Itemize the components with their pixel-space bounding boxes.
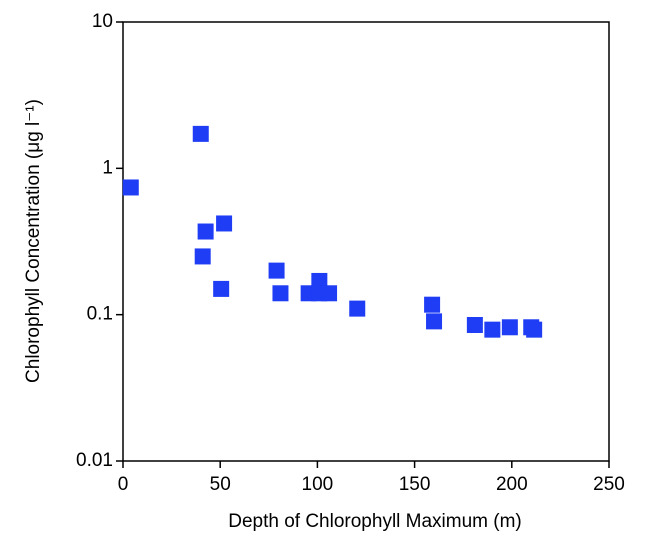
point xyxy=(216,215,233,232)
point xyxy=(484,321,501,338)
point xyxy=(268,262,285,279)
point xyxy=(272,285,289,302)
point xyxy=(197,223,214,240)
x-tick-label: 100 xyxy=(302,474,334,495)
x-axis-label: Depth of Chlorophyll Maximum (m) xyxy=(228,511,522,532)
point xyxy=(311,272,328,289)
x-tick-label: 0 xyxy=(118,474,129,495)
point xyxy=(321,285,338,302)
point xyxy=(213,280,230,297)
x-tick-label: 50 xyxy=(210,474,231,495)
y-tick-label: 0.01 xyxy=(76,450,113,471)
x-tick-label: 150 xyxy=(399,474,431,495)
point xyxy=(349,300,366,317)
y-axis-label: Chlorophyll Concentration (μg l⁻¹) xyxy=(23,99,44,383)
point xyxy=(122,179,139,196)
point xyxy=(426,313,443,330)
point xyxy=(424,296,441,313)
point xyxy=(194,248,211,265)
y-tick-label: 0.1 xyxy=(87,304,113,325)
y-tick-label: 1 xyxy=(102,157,113,178)
x-tick-label: 200 xyxy=(496,474,528,495)
point xyxy=(526,321,543,338)
point xyxy=(466,316,483,333)
point xyxy=(501,319,518,336)
point xyxy=(192,125,209,142)
y-tick-label: 10 xyxy=(92,11,113,32)
x-tick-label: 250 xyxy=(593,474,625,495)
plot-frame xyxy=(122,21,610,462)
